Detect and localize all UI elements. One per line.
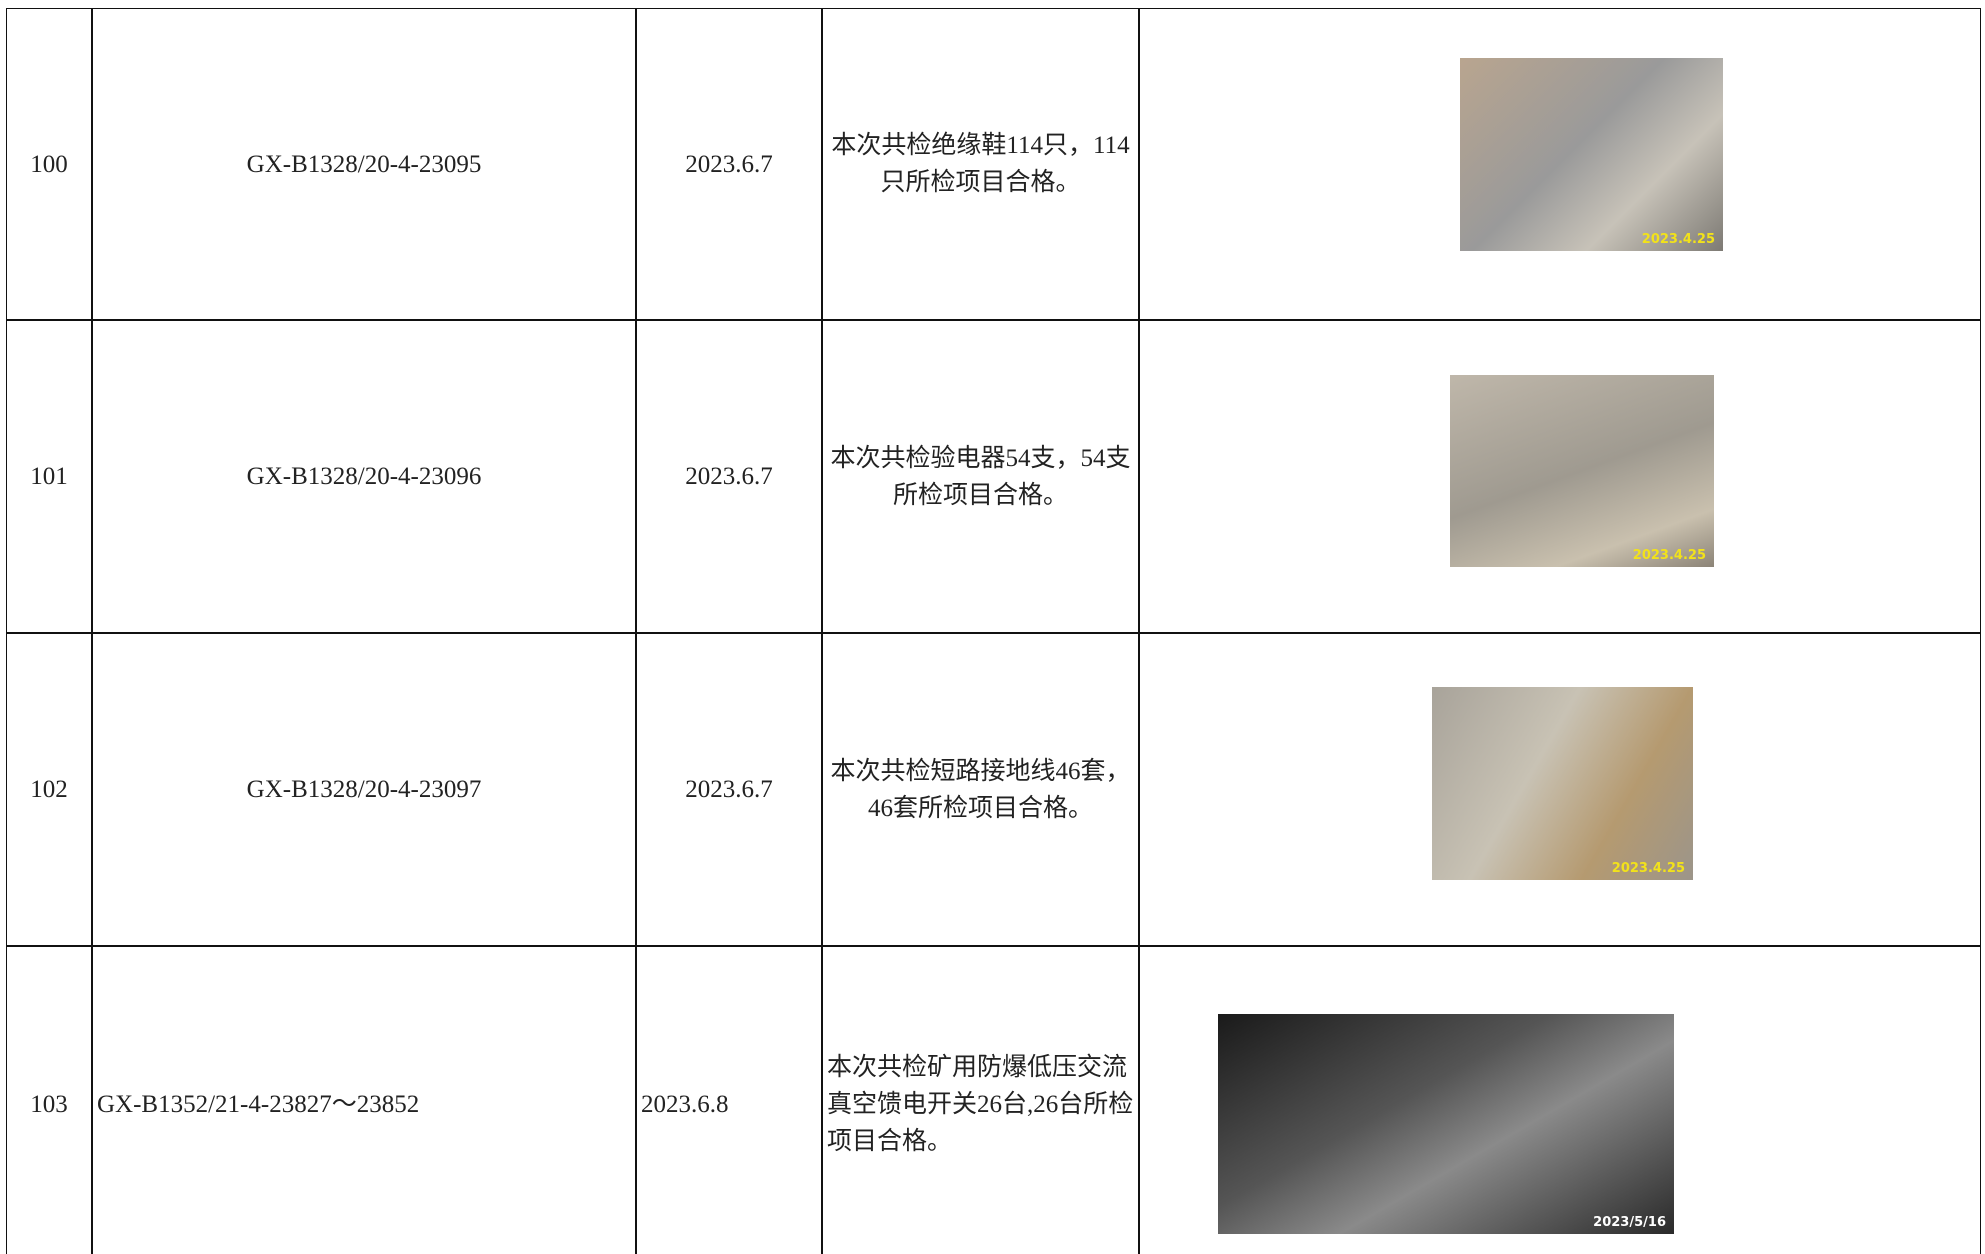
photo-cell <box>1139 320 1981 633</box>
photo-date-stamp: 2023/5/16 <box>1593 1215 1666 1230</box>
inspection-date: 2023.6.8 <box>636 946 822 1254</box>
inspection-photo: 2023.4.25 <box>1450 375 1714 567</box>
photo-date-stamp: 2023.4.25 <box>1641 232 1715 247</box>
photo-cell <box>1139 8 1981 320</box>
certificate-code: GX-B1328/20-4-23097 <box>92 633 636 946</box>
certificate-code: GX-B1352/21-4-23827～23852 <box>92 946 636 1254</box>
description: 本次共检矿用防爆低压交流真空馈电开关26台,26台所检项目合格。 <box>827 1053 1134 1155</box>
inspection-photo: 2023/5/16 <box>1218 1014 1674 1234</box>
row-number: 101 <box>6 320 92 633</box>
description: 本次共检验电器54支，54支所检项目合格。 <box>830 444 1131 509</box>
inspection-date: 2023.6.7 <box>636 633 822 946</box>
row-number: 102 <box>6 633 92 946</box>
description: 本次共检绝缘鞋114只，114只所检项目合格。 <box>831 132 1130 196</box>
photo-date-stamp: 2023.4.25 <box>1632 548 1706 563</box>
certificate-code: GX-B1328/20-4-23096 <box>92 320 636 633</box>
photo-date-stamp: 2023.4.25 <box>1611 861 1685 876</box>
photo-cell <box>1139 946 1981 1254</box>
inspection-photo: 2023.4.25 <box>1432 687 1693 880</box>
row-number: 100 <box>6 8 92 320</box>
description-cell: 本次共检短路接地线46套，46套所检项目合格。 <box>822 633 1139 946</box>
inspection-date: 2023.6.7 <box>636 320 822 633</box>
photo-cell <box>1139 633 1981 946</box>
row-number: 103 <box>6 946 92 1254</box>
description-cell: 本次共检绝缘鞋114只，114只所检项目合格。 <box>822 8 1139 320</box>
description-cell: 本次共检验电器54支，54支所检项目合格。 <box>822 320 1139 633</box>
inspection-date: 2023.6.7 <box>636 8 822 320</box>
description: 本次共检短路接地线46套，46套所检项目合格。 <box>830 757 1131 822</box>
certificate-code: GX-B1328/20-4-23095 <box>92 8 636 320</box>
inspection-photo: 2023.4.25 <box>1460 58 1723 251</box>
description-cell: 本次共检矿用防爆低压交流真空馈电开关26台,26台所检项目合格。 <box>822 946 1139 1254</box>
